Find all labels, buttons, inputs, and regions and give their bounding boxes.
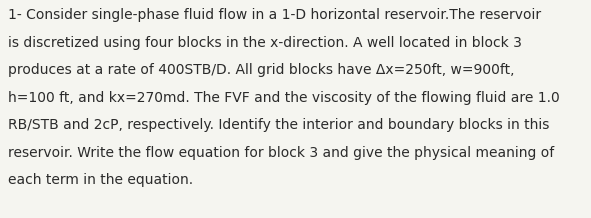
Text: reservoir. Write the flow equation for block 3 and give the physical meaning of: reservoir. Write the flow equation for b… — [8, 145, 554, 160]
Text: produces at a rate of 400STB/D. All grid blocks have Δx=250ft, w=900ft,: produces at a rate of 400STB/D. All grid… — [8, 63, 515, 77]
Text: 1- Consider single-phase fluid flow in a 1-D horizontal reservoir.The reservoir: 1- Consider single-phase fluid flow in a… — [8, 8, 541, 22]
Text: RB/STB and 2cP, respectively. Identify the interior and boundary blocks in this: RB/STB and 2cP, respectively. Identify t… — [8, 118, 550, 132]
Text: each term in the equation.: each term in the equation. — [8, 173, 193, 187]
Text: h=100 ft, and kx=270md. The FVF and the viscosity of the flowing fluid are 1.0: h=100 ft, and kx=270md. The FVF and the … — [8, 90, 560, 104]
Text: is discretized using four blocks in the x-direction. A well located in block 3: is discretized using four blocks in the … — [8, 36, 522, 49]
